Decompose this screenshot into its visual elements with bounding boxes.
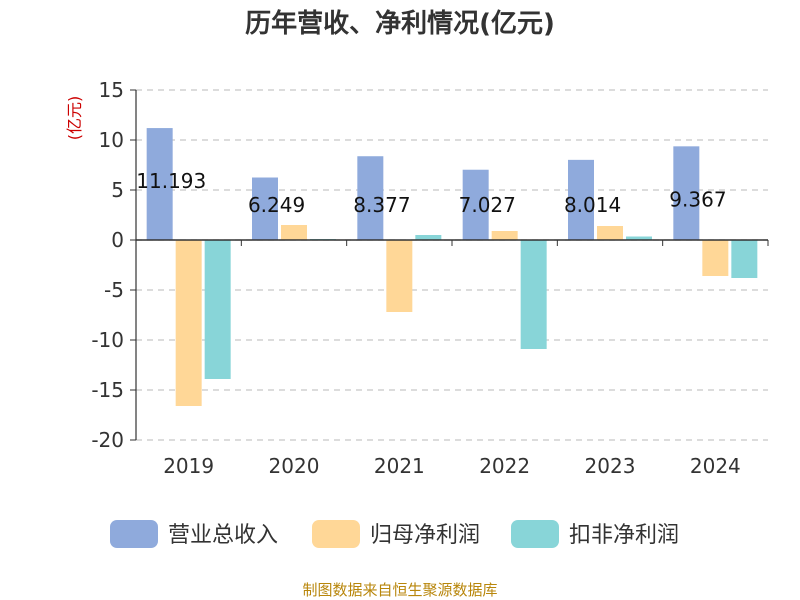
bar (281, 225, 307, 240)
bar (462, 169, 489, 240)
bar (597, 226, 623, 240)
grid-lines (136, 89, 768, 441)
data-label: 8.014 (564, 193, 621, 217)
legend-label: 营业总收入 (168, 523, 278, 548)
x-tick-label: 2023 (585, 454, 636, 478)
bar (520, 240, 547, 349)
y-tick-label: -20 (91, 428, 124, 452)
y-tick-label: 15 (99, 78, 124, 102)
bar (731, 240, 758, 278)
data-label: 11.193 (136, 169, 206, 193)
x-tick-label: 2021 (374, 454, 425, 478)
bar (386, 240, 413, 312)
legend-swatch (110, 520, 158, 548)
y-tick-label: 5 (111, 178, 124, 202)
source-note: 制图数据来自恒生聚源数据库 (302, 581, 497, 599)
bars (146, 128, 758, 406)
axes: 15 10 5 0 -5 -10 -15 -20 2019 2020 2021 2022 2023 202… (91, 78, 769, 478)
y-tick-label: -10 (91, 328, 124, 352)
y-tick-label: -5 (104, 278, 124, 302)
y-tick-label: 10 (99, 128, 124, 152)
chart-title: 历年营收、净利情况(亿元) (245, 8, 555, 39)
bar (491, 231, 518, 240)
bar (673, 146, 700, 240)
legend-swatch (312, 520, 360, 548)
x-tick-label: 2022 (479, 454, 530, 478)
bar (252, 177, 278, 240)
legend: 营业总收入 归母净利润 扣非净利润 (110, 520, 679, 548)
y-tick-label: -15 (91, 378, 124, 402)
legend-label: 归母净利润 (370, 523, 480, 548)
data-label: 7.027 (459, 193, 516, 217)
legend-swatch (511, 520, 559, 548)
bar (568, 159, 594, 240)
bar (204, 240, 231, 379)
bar (175, 240, 202, 406)
bar (146, 128, 173, 240)
data-labels: 11.193 6.249 8.377 7.027 8.014 9.367 (136, 169, 726, 217)
bar (626, 236, 652, 240)
y-unit-label: (亿元) (65, 96, 84, 141)
data-label: 9.367 (669, 187, 726, 211)
bar (415, 235, 442, 240)
x-tick-label: 2020 (269, 454, 320, 478)
bar (702, 240, 729, 276)
data-label: 8.377 (353, 193, 410, 217)
legend-label: 扣非净利润 (569, 523, 679, 548)
y-tick-label: 0 (111, 228, 124, 252)
data-label: 6.249 (248, 193, 305, 217)
x-tick-label: 2024 (690, 454, 741, 478)
x-tick-label: 2019 (163, 454, 214, 478)
bar (357, 156, 384, 240)
